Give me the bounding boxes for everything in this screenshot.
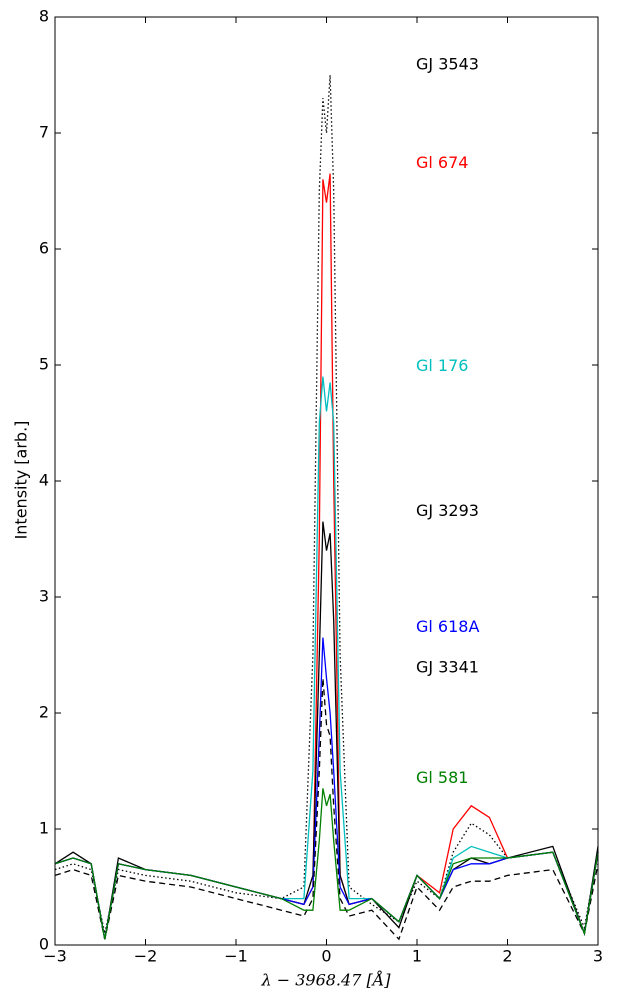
- spectrum-line: [54, 637, 599, 940]
- spectrum-line: [54, 173, 599, 940]
- x-tick-label: −1: [224, 947, 248, 966]
- y-tick-label: 4: [39, 471, 49, 490]
- y-tick-label: 5: [39, 355, 49, 374]
- series-label: GJ 3341: [416, 658, 479, 677]
- series-label: Gl 581: [416, 768, 468, 787]
- y-tick-label: 0: [39, 935, 49, 954]
- spectrum-line: [54, 788, 599, 940]
- series-label: Gl 618A: [416, 617, 479, 636]
- spectrum-line: [54, 678, 599, 941]
- x-tick-label: −2: [134, 947, 158, 966]
- x-tick-label: 3: [593, 947, 603, 966]
- y-axis-label: Intensity [arb.]: [12, 421, 31, 540]
- x-axis-label: λ − 3968.47 [Å]: [260, 970, 391, 990]
- series-label: Gl 674: [416, 153, 468, 172]
- y-tick-label: 8: [39, 7, 49, 26]
- y-tick-label: 1: [39, 819, 49, 838]
- x-tick-label: 1: [412, 947, 422, 966]
- spectrum-line: [54, 376, 599, 940]
- spectrum-line: [54, 521, 599, 940]
- y-tick-label: 3: [39, 587, 49, 606]
- x-tick-label: −3: [43, 947, 67, 966]
- y-tick-label: 6: [39, 239, 49, 258]
- series-label: GJ 3543: [416, 55, 479, 74]
- series-label: GJ 3293: [416, 501, 479, 520]
- series-label: Gl 176: [416, 356, 468, 375]
- y-tick-label: 7: [39, 123, 49, 142]
- x-tick-label: 0: [321, 947, 331, 966]
- y-tick-label: 2: [39, 703, 49, 722]
- x-tick-label: 2: [502, 947, 512, 966]
